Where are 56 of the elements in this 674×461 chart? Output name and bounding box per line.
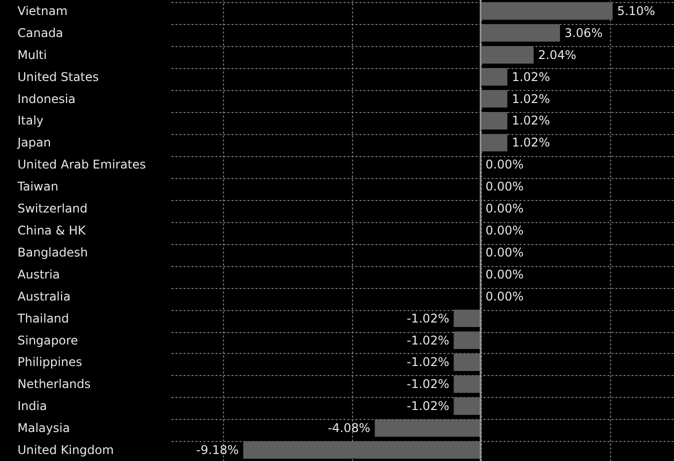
y-tick-label: India bbox=[18, 399, 47, 414]
data-label: -1.02% bbox=[406, 333, 450, 348]
y-tick-label: Japan bbox=[16, 136, 51, 150]
y-tick-label: Multi bbox=[18, 48, 47, 62]
y-tick-label: Indonesia bbox=[18, 92, 76, 106]
bar bbox=[480, 2, 613, 20]
data-label: 1.02% bbox=[512, 114, 550, 128]
y-tick-label: Switzerland bbox=[18, 202, 88, 216]
y-tick-label: Italy bbox=[18, 114, 44, 128]
y-tick-label: Netherlands bbox=[18, 377, 91, 392]
data-label: -9.18% bbox=[196, 443, 239, 458]
y-tick-label: Thailand bbox=[16, 311, 70, 326]
data-label: -1.02% bbox=[406, 377, 450, 392]
bar bbox=[454, 353, 482, 371]
data-label: -4.08% bbox=[328, 421, 370, 436]
bar bbox=[454, 375, 482, 393]
y-tick-label: China & HK bbox=[18, 224, 87, 238]
data-label: 1.02% bbox=[512, 92, 550, 106]
bar bbox=[454, 332, 482, 349]
data-label: 0.00% bbox=[486, 289, 524, 304]
y-tick-label: Austria bbox=[18, 267, 60, 282]
data-label: 0.00% bbox=[486, 202, 524, 216]
bar bbox=[454, 397, 482, 415]
y-tick-label: Canada bbox=[18, 26, 64, 40]
bar bbox=[454, 310, 482, 328]
data-label: 0.00% bbox=[486, 224, 524, 238]
data-label: -1.02% bbox=[406, 399, 450, 414]
data-label: 3.06% bbox=[564, 26, 603, 40]
y-tick-label: Singapore bbox=[18, 333, 78, 348]
y-tick-label: United Arab Emirates bbox=[18, 158, 146, 172]
bar bbox=[374, 419, 482, 437]
data-label: 1.02% bbox=[512, 70, 550, 84]
data-label: 1.02% bbox=[512, 136, 550, 150]
data-label: 5.10% bbox=[617, 4, 656, 18]
y-tick-label: United Kingdom bbox=[18, 443, 114, 458]
bar bbox=[480, 68, 508, 86]
y-tick-label: United States bbox=[18, 70, 99, 84]
y-tick-label: Vietnam bbox=[18, 4, 68, 18]
bar bbox=[480, 112, 508, 130]
y-tick-label: Bangladesh bbox=[18, 245, 88, 260]
bar bbox=[480, 24, 560, 42]
y-tick-label: Philippines bbox=[18, 355, 82, 370]
data-label: 0.00% bbox=[486, 158, 524, 172]
y-tick-label: Taiwan bbox=[16, 180, 58, 194]
bar bbox=[480, 90, 508, 108]
bar bbox=[480, 46, 534, 64]
data-label: -1.02% bbox=[406, 355, 450, 370]
y-tick-label: Australia bbox=[18, 289, 71, 304]
data-label: 0.00% bbox=[486, 180, 524, 194]
data-label: 0.00% bbox=[486, 245, 524, 260]
y-tick-label: Malaysia bbox=[18, 421, 70, 436]
data-label: -1.02% bbox=[406, 311, 450, 326]
bar bbox=[243, 441, 482, 459]
bar bbox=[480, 134, 508, 152]
data-label: 2.04% bbox=[538, 48, 576, 62]
data-label: 0.00% bbox=[486, 267, 524, 282]
